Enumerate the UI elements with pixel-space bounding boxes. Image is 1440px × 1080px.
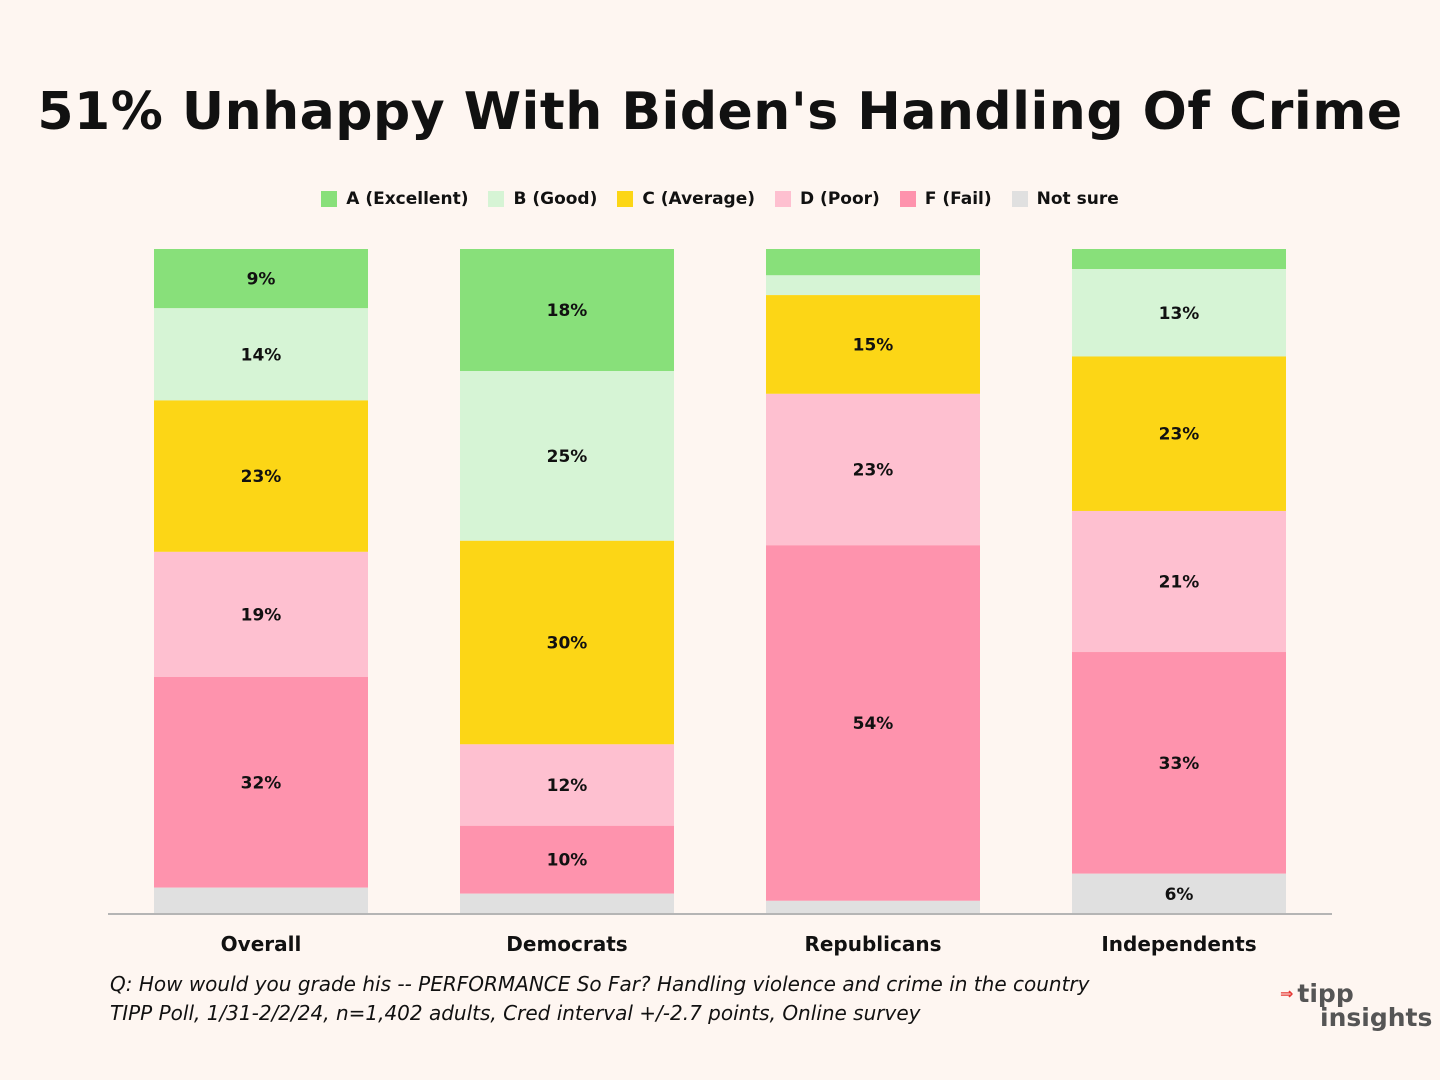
chart-title: 51% Unhappy With Biden's Handling Of Cri… (37, 82, 1403, 142)
data-label: 15% (853, 335, 894, 355)
bar-segment (460, 744, 674, 826)
bar-segment (460, 540, 674, 745)
x-tick-label: Republicans (804, 932, 941, 956)
bar-segment (154, 551, 368, 677)
bar-segment (1072, 269, 1286, 357)
data-label: 13% (1159, 304, 1200, 324)
bar-segment (766, 545, 980, 901)
bar-segment (154, 400, 368, 552)
bar-segment (1072, 249, 1286, 270)
bar-segment (460, 893, 674, 914)
tipp-insights-logo: ⇒ tipp insights (1280, 979, 1433, 1032)
bar-segment (1072, 652, 1286, 874)
legend-item: Not sure (1011, 189, 1119, 209)
data-label: 23% (853, 461, 894, 481)
legend-label: B (Good) (513, 189, 598, 209)
legend-item: D (Poor) (775, 189, 880, 209)
logo-arrow-icon: ⇒ (1280, 984, 1294, 1003)
legend-swatch (488, 191, 505, 207)
x-tick-label: Overall (221, 932, 302, 956)
legend-item: C (Average) (617, 189, 755, 209)
legend-label: F (Fail) (924, 189, 992, 209)
legend-item: F (Fail) (899, 189, 992, 209)
legend-label: A (Excellent) (346, 189, 469, 209)
chart-legend: A (Excellent) B (Good) C (Average) D (Poor)… (0, 189, 1440, 209)
footnote: Q: How would you grade his -- PERFORMANC… (110, 970, 1089, 1028)
legend-label: D (Poor) (800, 189, 880, 209)
legend-label: C (Average) (642, 189, 756, 209)
data-label: 25% (547, 447, 588, 467)
bar-segment (460, 371, 674, 541)
x-tick-label: Independents (1101, 932, 1256, 956)
bar-segment (766, 249, 980, 276)
legend-swatch (321, 191, 338, 207)
data-label: 21% (1159, 573, 1200, 593)
footnote-question: Q: How would you grade his -- PERFORMANC… (110, 972, 1090, 996)
data-label: 33% (1159, 754, 1200, 774)
data-label: 18% (547, 301, 588, 321)
bar-segment (154, 249, 368, 309)
data-label: 12% (547, 776, 588, 796)
footnote-source: TIPP Poll, 1/31-2/2/24, n=1,402 adults, … (110, 1001, 921, 1025)
bar-segment (1072, 510, 1286, 653)
legend-swatch (1011, 191, 1028, 207)
bar-segment (766, 275, 980, 296)
data-label: 9% (247, 270, 276, 290)
data-label: 6% (1165, 885, 1194, 905)
data-label: 54% (853, 714, 894, 734)
bar-segment (154, 308, 368, 401)
legend-label: Not sure (1036, 189, 1119, 209)
legend-item: A (Excellent) (321, 189, 468, 209)
bar-segment (460, 249, 674, 372)
data-label: 14% (241, 345, 282, 365)
bar-segment (766, 295, 980, 394)
data-label: 10% (547, 851, 588, 871)
bar-segment (766, 900, 980, 914)
bar-segment (154, 676, 368, 888)
data-label: 23% (241, 467, 282, 487)
legend-swatch (899, 191, 916, 207)
bar-segment (766, 393, 980, 546)
legend-item: B (Good) (488, 189, 597, 209)
legend-swatch (617, 191, 634, 207)
bar-segment (1072, 356, 1286, 511)
logo-text-bottom: insights (1320, 1003, 1433, 1032)
data-label: 23% (1159, 425, 1200, 445)
bar-segment (154, 887, 368, 914)
data-label: 19% (241, 605, 282, 625)
data-label: 32% (241, 773, 282, 793)
data-label: 30% (547, 634, 588, 654)
legend-swatch (775, 191, 792, 207)
bar-segment (460, 825, 674, 894)
logo-text-top: tipp (1297, 979, 1354, 1008)
x-tick-label: Democrats (506, 932, 627, 956)
bar-segment (1072, 873, 1286, 914)
